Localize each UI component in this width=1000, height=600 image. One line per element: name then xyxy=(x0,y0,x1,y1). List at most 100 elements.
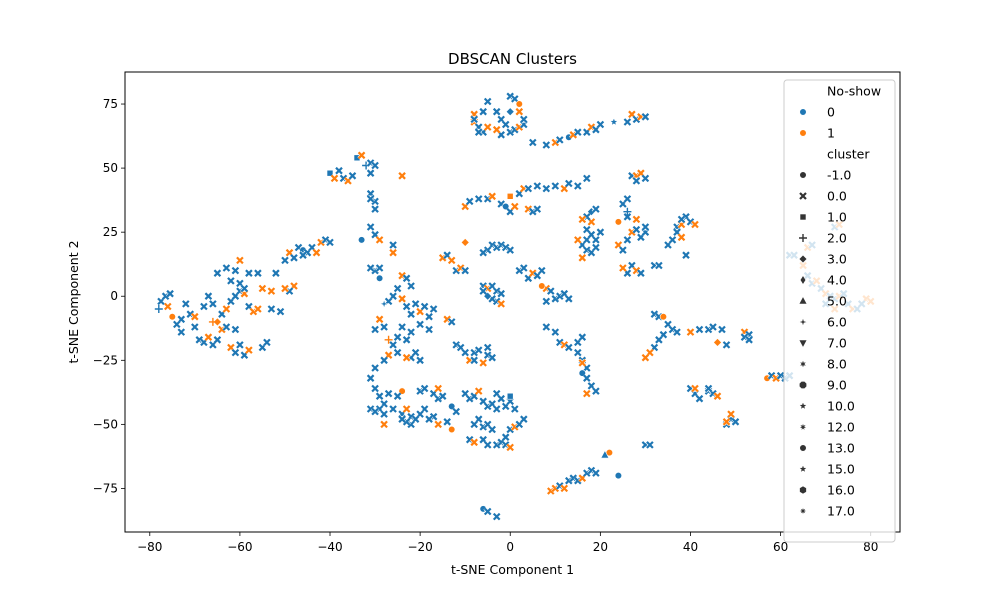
data-point xyxy=(573,235,583,245)
data-point xyxy=(469,356,479,365)
data-point xyxy=(384,389,393,398)
data-point xyxy=(397,171,407,181)
data-point xyxy=(519,115,529,124)
data-point xyxy=(524,184,533,193)
legend-label: 12.0 xyxy=(827,420,855,435)
data-point xyxy=(654,261,664,270)
legend-marker xyxy=(798,358,808,370)
data-point xyxy=(402,404,411,414)
data-point xyxy=(506,193,514,200)
data-point xyxy=(505,443,515,452)
data-point xyxy=(447,256,456,265)
data-point xyxy=(208,299,218,309)
data-point xyxy=(600,449,610,459)
data-point xyxy=(379,420,389,429)
data-point xyxy=(393,284,402,293)
data-point xyxy=(686,327,695,337)
data-point xyxy=(280,284,290,293)
legend-label: 0 xyxy=(827,105,835,120)
data-point xyxy=(708,322,718,332)
data-point xyxy=(591,235,601,245)
data-point xyxy=(591,243,601,252)
data-point xyxy=(659,313,668,321)
data-point xyxy=(713,391,722,401)
data-point xyxy=(375,391,384,401)
legend-marker xyxy=(799,274,807,286)
legend-title: No-show xyxy=(827,84,881,99)
data-point xyxy=(469,115,479,124)
data-point xyxy=(502,202,510,211)
data-point xyxy=(591,386,601,396)
data-point xyxy=(492,512,501,521)
data-point xyxy=(636,268,646,278)
data-point xyxy=(618,245,628,255)
data-point xyxy=(406,327,416,337)
data-point xyxy=(375,315,384,324)
data-point xyxy=(406,281,416,291)
data-point xyxy=(393,348,402,357)
data-point xyxy=(474,345,483,355)
data-point xyxy=(199,302,209,311)
legend-title: cluster xyxy=(827,147,870,162)
data-point xyxy=(222,263,231,273)
data-point xyxy=(578,358,587,368)
data-point xyxy=(474,127,483,137)
data-point xyxy=(515,107,524,116)
data-point xyxy=(375,263,384,273)
legend-marker xyxy=(797,421,809,432)
data-point xyxy=(582,373,592,383)
data-point xyxy=(231,325,240,334)
data-point xyxy=(370,204,380,214)
data-point xyxy=(231,348,240,357)
data-point xyxy=(564,294,574,304)
data-point xyxy=(460,237,470,247)
data-point xyxy=(370,325,380,334)
data-point xyxy=(478,248,488,257)
data-point xyxy=(538,282,546,290)
data-point xyxy=(483,507,492,516)
data-point xyxy=(632,215,641,224)
data-point xyxy=(244,345,254,355)
data-point xyxy=(614,218,623,226)
data-point xyxy=(375,235,384,245)
data-point xyxy=(358,236,366,244)
data-point xyxy=(429,304,438,314)
legend-marker xyxy=(799,108,807,116)
legend-marker xyxy=(799,129,807,137)
y-axis-label: t-SNE Component 2 xyxy=(66,240,81,363)
data-point xyxy=(690,384,700,393)
data-point xyxy=(222,322,231,332)
data-point xyxy=(478,358,488,368)
data-point xyxy=(623,207,632,216)
legend-marker xyxy=(797,505,809,517)
data-point xyxy=(235,256,245,265)
data-point xyxy=(334,166,344,175)
data-point xyxy=(208,317,217,326)
data-point xyxy=(501,120,510,129)
data-point xyxy=(483,343,492,352)
legend-marker xyxy=(798,380,808,390)
x-tick-label: 60 xyxy=(773,540,788,554)
data-point xyxy=(397,294,407,304)
data-point xyxy=(555,135,565,145)
data-point xyxy=(190,322,200,332)
legend: No-show 0 1 cluster -1.0 0.0 1.0 2.0 3.0 4.0 5.0 6.… xyxy=(783,79,896,543)
legend-label: 2.0 xyxy=(827,231,847,246)
data-point xyxy=(190,312,200,321)
data-point xyxy=(645,440,655,450)
data-point xyxy=(366,263,375,273)
data-point xyxy=(677,215,686,224)
data-point xyxy=(722,340,731,350)
data-point xyxy=(551,327,560,337)
data-point xyxy=(515,189,524,198)
legend-label: 9.0 xyxy=(827,378,847,393)
legend-label: 10.0 xyxy=(827,399,855,414)
data-point xyxy=(533,181,542,191)
legend-marker xyxy=(797,316,809,328)
data-point xyxy=(713,337,722,347)
data-point xyxy=(388,340,398,350)
data-point xyxy=(253,304,263,314)
data-point xyxy=(623,194,632,204)
x-tick-label: 0 xyxy=(506,540,514,554)
legend-label: 5.0 xyxy=(827,294,847,309)
